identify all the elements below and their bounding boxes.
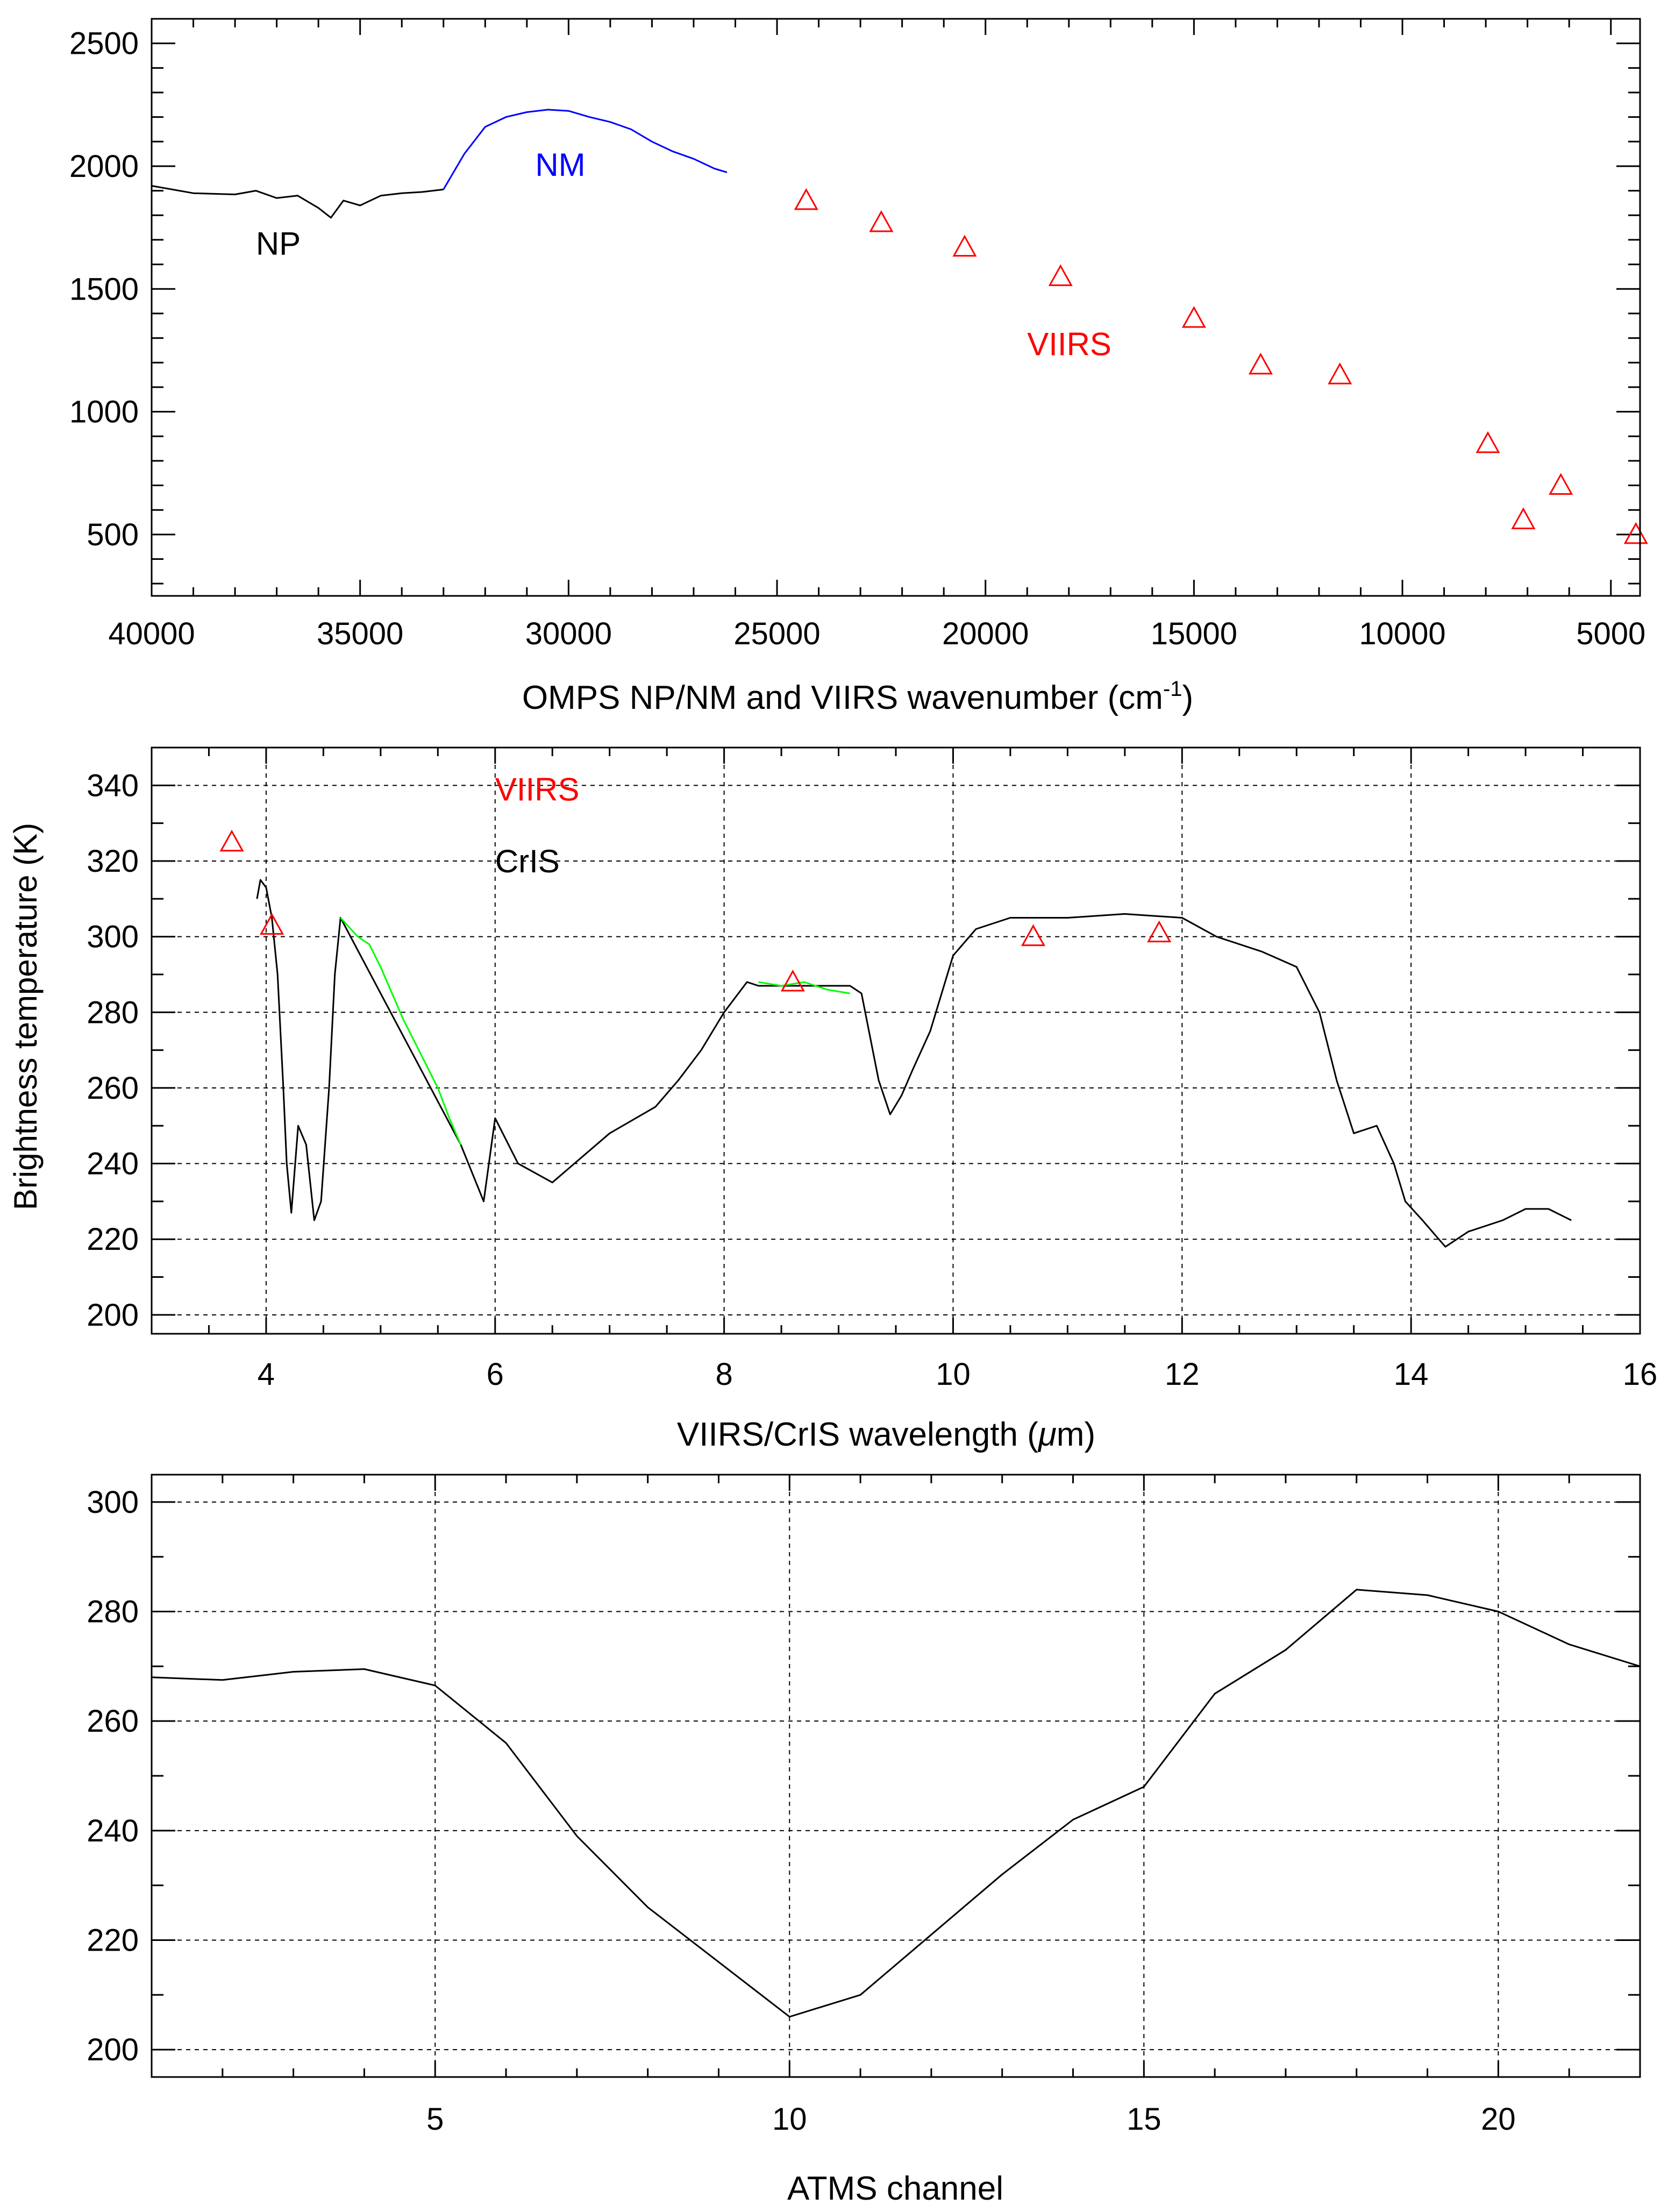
series-line-np bbox=[151, 185, 444, 219]
x-tick-label: 20 bbox=[1481, 2102, 1516, 2137]
series-line-nm bbox=[443, 109, 728, 190]
p2-xlabel-pre: VIIRS/CrIS wavelength ( bbox=[677, 1416, 1038, 1453]
x-tick-label: 10 bbox=[772, 2102, 807, 2137]
viirs-triangle-marker bbox=[869, 210, 894, 232]
viirs-triangle-marker bbox=[1021, 924, 1046, 947]
y-tick-label: 340 bbox=[87, 768, 139, 803]
p2-plot-frame bbox=[151, 746, 1641, 1335]
viirs-triangle-marker bbox=[219, 829, 244, 852]
p2-xlabel-post: m) bbox=[1057, 1416, 1095, 1453]
annotation-viirs: VIIRS bbox=[1027, 326, 1111, 362]
p1-xlabel-sup: -1 bbox=[1163, 677, 1182, 701]
p3-grid bbox=[152, 1475, 1640, 2077]
x-tick-label: 15000 bbox=[1151, 616, 1237, 651]
x-tick-label: 30000 bbox=[525, 616, 612, 651]
p1-ticks bbox=[151, 18, 1640, 596]
panel-middle-cris-viirs: 4 6 8 10 12 14 16 200 220 240 260 280 300 320 340 VIIR… bbox=[8, 746, 1657, 1453]
p2-viirs-markers bbox=[219, 829, 1172, 992]
annotation-np: NP bbox=[256, 225, 301, 261]
x-tick-label: 16 bbox=[1623, 1357, 1658, 1392]
y-tick-label: 2000 bbox=[69, 149, 139, 184]
p3-plot-frame bbox=[151, 1474, 1641, 2078]
annotation-cris: CrIS bbox=[495, 843, 560, 879]
y-tick-label: 1500 bbox=[69, 272, 139, 307]
y-tick-label: 220 bbox=[87, 1222, 139, 1257]
viirs-triangle-marker bbox=[1328, 362, 1352, 385]
series-line-cris bbox=[256, 879, 1572, 1248]
x-tick-label: 10000 bbox=[1359, 616, 1445, 651]
p2-y-axis-label: Brightness temperature (K) bbox=[8, 823, 44, 1210]
series-line-atms bbox=[151, 1589, 1641, 2018]
y-tick-label: 300 bbox=[87, 920, 139, 955]
panel-top-omps-viirs: 40000 35000 30000 25000 20000 15000 10000 5000 5… bbox=[69, 18, 1648, 716]
viirs-triangle-marker bbox=[794, 188, 818, 210]
y-tick-label: 2500 bbox=[69, 26, 139, 61]
viirs-triangle-marker bbox=[1623, 522, 1648, 544]
x-tick-label: 20000 bbox=[942, 616, 1029, 651]
y-tick-label: 220 bbox=[87, 1923, 139, 1958]
panel-bottom-atms: 5 10 15 20 200 220 240 260 280 300 ATMS channel bbox=[87, 1474, 1641, 2207]
y-tick-label: 280 bbox=[87, 1595, 139, 1630]
viirs-triangle-marker bbox=[1248, 352, 1273, 375]
p1-xlabel-close: ) bbox=[1182, 679, 1194, 716]
p1-series bbox=[151, 109, 728, 219]
x-tick-label: 5 bbox=[426, 2102, 444, 2137]
x-tick-label: 14 bbox=[1394, 1357, 1429, 1392]
viirs-triangle-marker bbox=[1476, 431, 1500, 453]
p1-xlabel-main: OMPS NP/NM and VIIRS wavenumber (cm bbox=[522, 679, 1163, 716]
p2-x-axis-label: VIIRS/CrIS wavelength (μm) bbox=[677, 1416, 1095, 1453]
p1-tick-labels: 40000 35000 30000 25000 20000 15000 10000 5000 5… bbox=[69, 26, 1645, 651]
x-tick-label: 35000 bbox=[317, 616, 403, 651]
annotation-nm: NM bbox=[535, 147, 585, 183]
y-tick-label: 1000 bbox=[69, 395, 139, 430]
x-tick-label: 4 bbox=[258, 1357, 275, 1392]
annotation-viirs: VIIRS bbox=[495, 771, 580, 807]
x-tick-label: 10 bbox=[936, 1357, 971, 1392]
x-tick-label: 6 bbox=[487, 1357, 504, 1392]
viirs-triangle-marker bbox=[1511, 507, 1536, 529]
p1-plot-frame bbox=[151, 18, 1641, 597]
viirs-triangle-marker bbox=[260, 913, 284, 935]
p1-viirs-markers bbox=[794, 188, 1648, 544]
p1-annotations: NP NM VIIRS bbox=[256, 147, 1111, 362]
x-tick-label: 5000 bbox=[1576, 616, 1645, 651]
p2-series bbox=[256, 879, 1572, 1248]
viirs-triangle-marker bbox=[1549, 473, 1573, 495]
x-tick-label: 8 bbox=[715, 1357, 732, 1392]
p2-annotations: VIIRS CrIS bbox=[495, 771, 580, 879]
series-line-cris bbox=[758, 981, 851, 994]
p2-tick-labels: 4 6 8 10 12 14 16 200 220 240 260 280 300 320 340 bbox=[87, 768, 1657, 1392]
y-tick-label: 240 bbox=[87, 1813, 139, 1848]
p3-tick-labels: 5 10 15 20 200 220 240 260 280 300 bbox=[87, 1485, 1515, 2137]
p3-x-axis-label: ATMS channel bbox=[787, 2170, 1003, 2207]
p2-grid bbox=[152, 748, 1640, 1334]
viirs-triangle-marker bbox=[780, 969, 805, 992]
y-tick-label: 260 bbox=[87, 1704, 139, 1739]
y-tick-label: 240 bbox=[87, 1147, 139, 1182]
x-tick-label: 15 bbox=[1127, 2102, 1161, 2137]
y-tick-label: 500 bbox=[87, 517, 139, 552]
viirs-triangle-marker bbox=[1147, 920, 1172, 943]
p3-series bbox=[151, 1589, 1641, 2018]
y-tick-label: 200 bbox=[87, 2032, 139, 2067]
y-tick-label: 260 bbox=[87, 1071, 139, 1106]
p2-xlabel-mu: μ bbox=[1037, 1416, 1057, 1453]
p2-ticks bbox=[151, 746, 1641, 1334]
viirs-triangle-marker bbox=[1181, 305, 1206, 328]
p1-x-axis-label: OMPS NP/NM and VIIRS wavenumber (cm-1) bbox=[522, 677, 1193, 716]
x-tick-label: 25000 bbox=[733, 616, 820, 651]
viirs-triangle-marker bbox=[952, 234, 977, 257]
y-tick-label: 300 bbox=[87, 1485, 139, 1520]
y-tick-label: 200 bbox=[87, 1298, 139, 1333]
x-tick-label: 12 bbox=[1165, 1357, 1200, 1392]
series-line-cris bbox=[340, 917, 462, 1145]
x-tick-label: 40000 bbox=[108, 616, 195, 651]
y-tick-label: 280 bbox=[87, 995, 139, 1030]
y-tick-label: 320 bbox=[87, 844, 139, 879]
viirs-triangle-marker bbox=[1048, 264, 1073, 286]
p3-ticks bbox=[151, 1475, 1641, 2077]
